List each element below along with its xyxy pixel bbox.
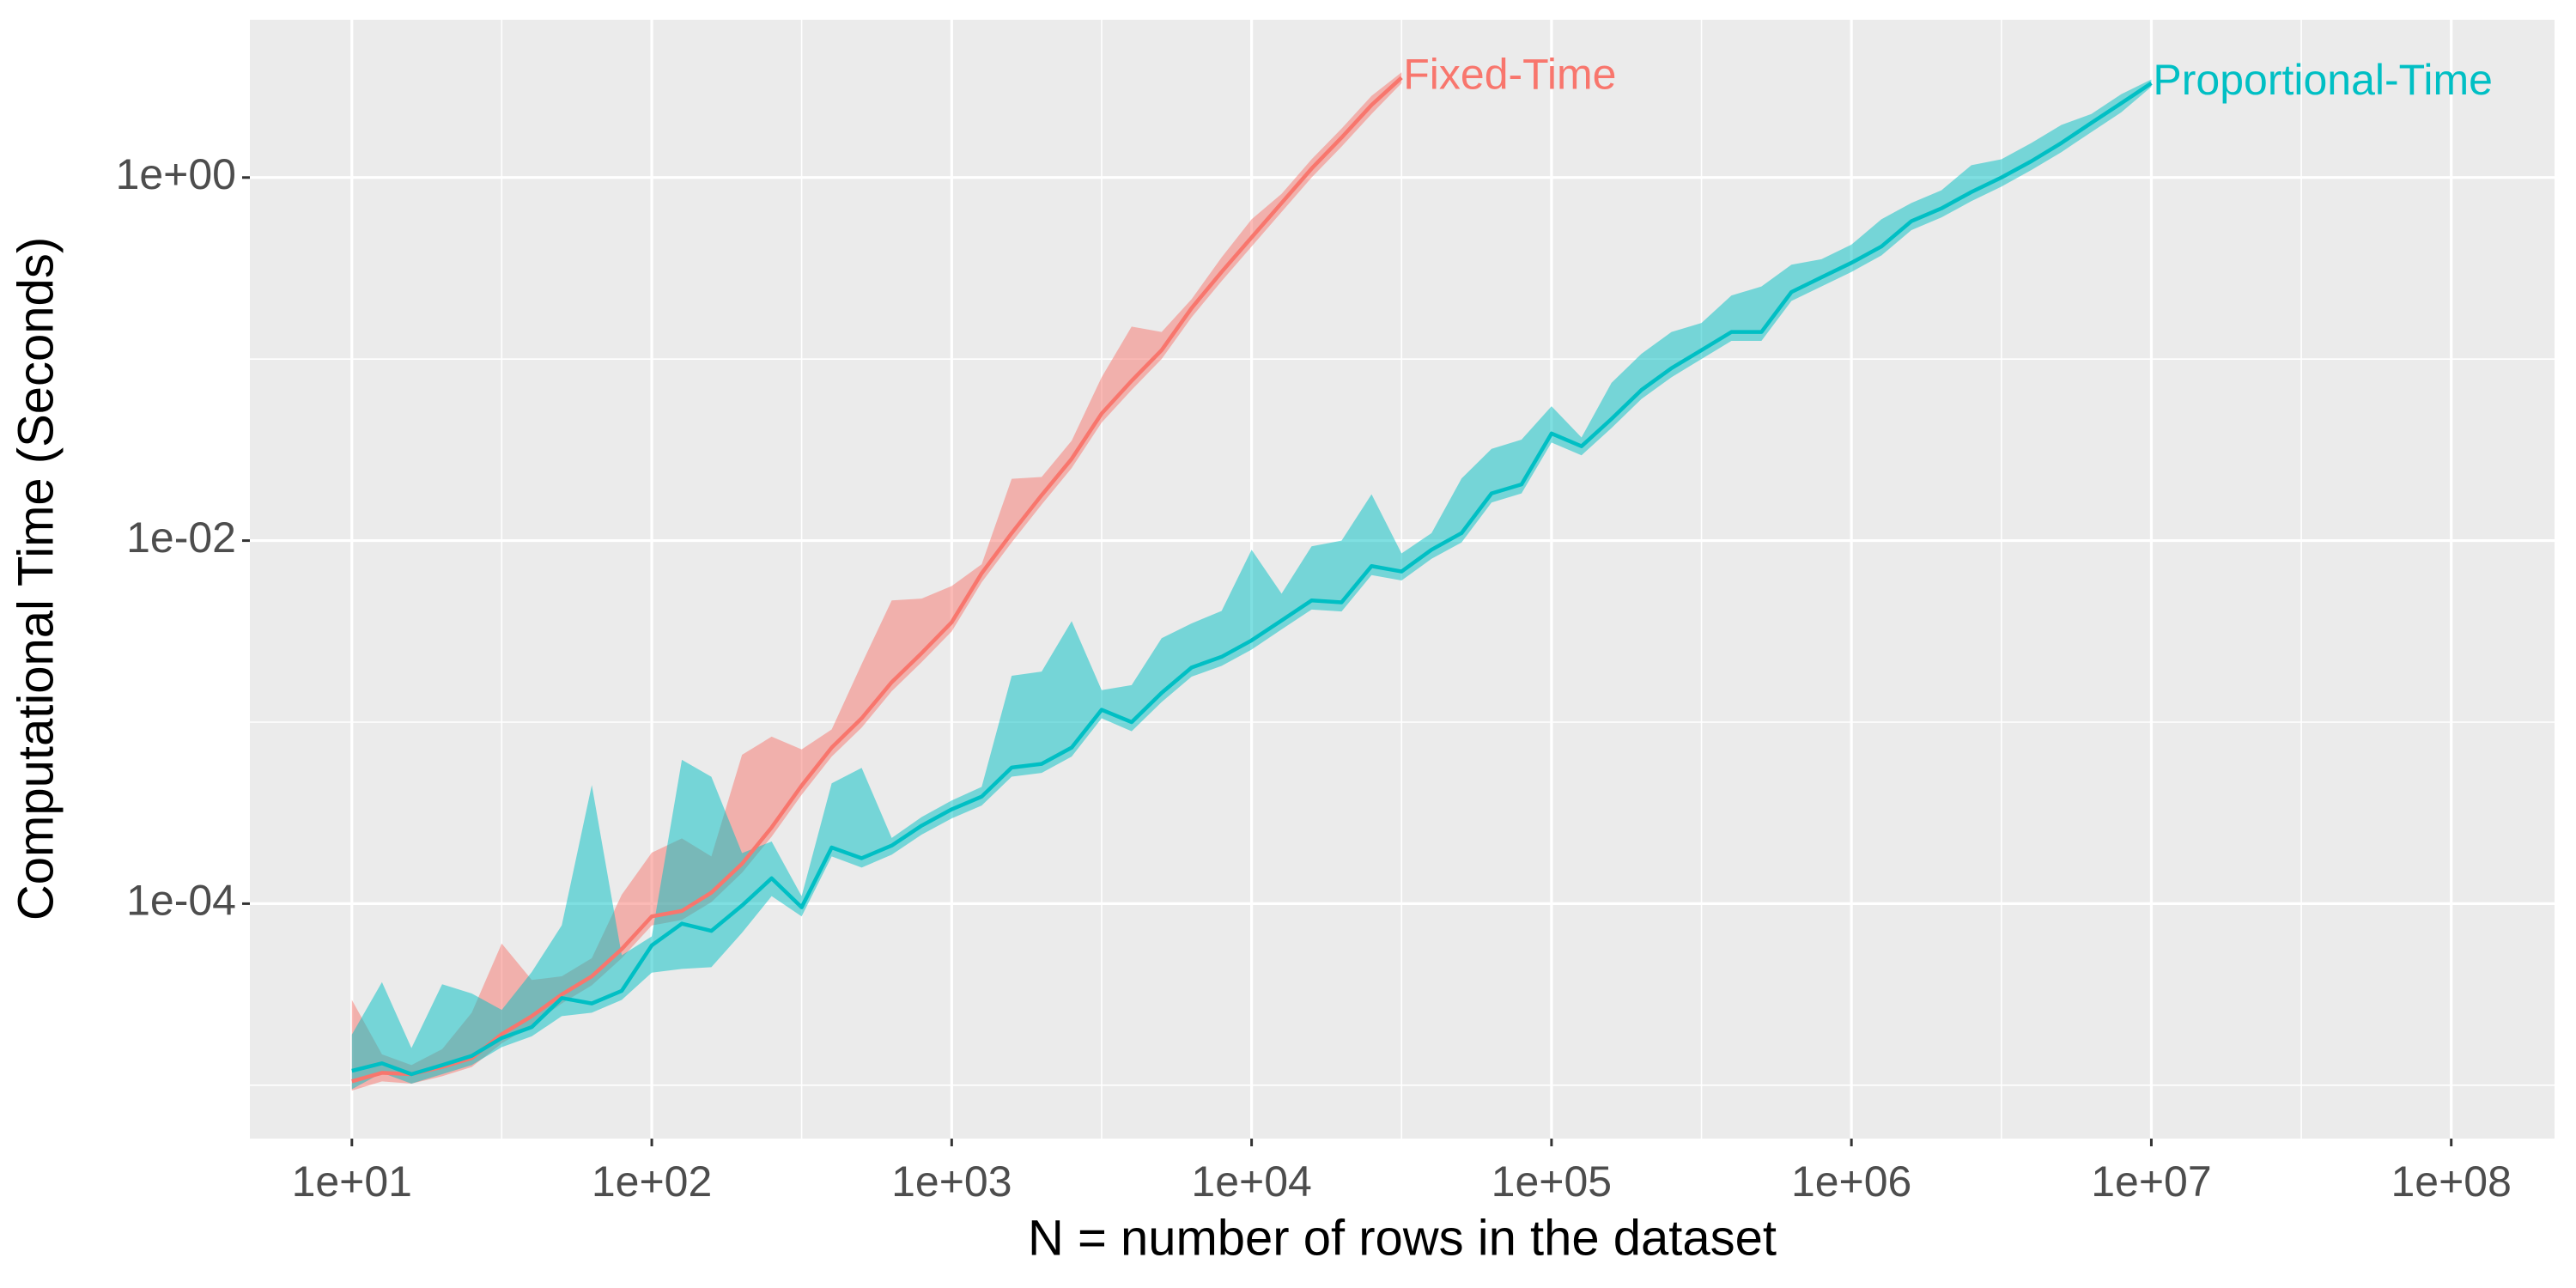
x-tick-label: 1e+01 bbox=[292, 1157, 412, 1206]
x-tick-label: 1e+04 bbox=[1191, 1157, 1311, 1206]
x-axis-title: N = number of rows in the dataset bbox=[1028, 1210, 1777, 1266]
x-tick-label: 1e+06 bbox=[1791, 1157, 1911, 1206]
y-tick-label: 1e-04 bbox=[126, 877, 236, 925]
x-tick-label: 1e+02 bbox=[592, 1157, 712, 1206]
y-tick-label: 1e-02 bbox=[126, 513, 236, 562]
y-axis-title: Computational Time (Seconds) bbox=[8, 237, 64, 920]
series-label: Fixed-Time bbox=[1403, 51, 1616, 99]
ribbon bbox=[351, 79, 2152, 1090]
x-tick-label: 1e+05 bbox=[1492, 1157, 1612, 1206]
marks: Fixed-Time Proportional-Time bbox=[351, 51, 2493, 1091]
grid bbox=[250, 20, 2555, 1139]
x-tick-label: 1e+07 bbox=[2091, 1157, 2211, 1206]
x-tick-label: 1e+08 bbox=[2391, 1157, 2511, 1206]
line bbox=[351, 76, 1403, 1084]
x-tick-label: 1e+03 bbox=[891, 1157, 1012, 1206]
line bbox=[351, 81, 2153, 1077]
series-label: Proportional-Time bbox=[2153, 56, 2493, 104]
y-tick-label: 1e+00 bbox=[116, 150, 236, 198]
